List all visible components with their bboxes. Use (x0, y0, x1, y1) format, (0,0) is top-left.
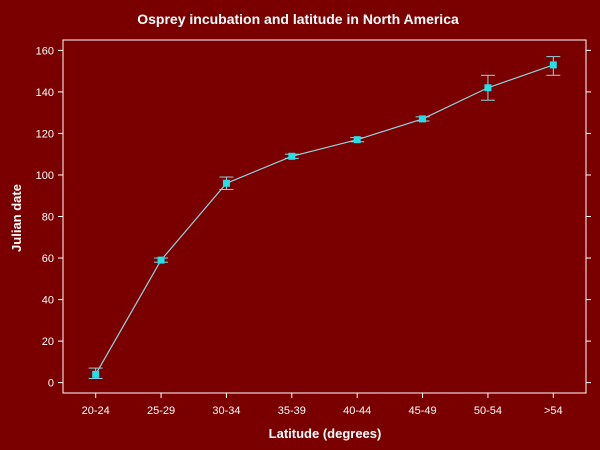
plot-area: 0 20 40 60 80 100 120 140 160 20-24 25-29 30-34 35-3… (36, 39, 591, 417)
y-tick-label: 60 (42, 253, 54, 265)
y-tick-label: 0 (48, 378, 54, 390)
x-tick-label: >54 (544, 405, 563, 417)
y-tick-label: 160 (36, 45, 54, 57)
y-tick-label: 140 (36, 87, 54, 99)
x-axis-label: Latitude (degrees) (269, 426, 382, 441)
data-point (419, 115, 427, 123)
data-point (549, 61, 557, 69)
y-tick-label: 20 (42, 336, 54, 348)
y-tick-label: 100 (36, 170, 54, 182)
x-tick-label: 30-34 (212, 405, 240, 417)
plot-frame (62, 39, 587, 394)
data-point (157, 256, 165, 264)
x-tick-label: 20-24 (82, 405, 110, 417)
data-point (484, 84, 492, 92)
data-point (353, 136, 361, 144)
x-tick-label: 40-44 (343, 405, 371, 417)
y-axis-label: Julian date (9, 184, 24, 252)
x-tick-label: 35-39 (278, 405, 306, 417)
x-tick-label: 50-54 (474, 405, 502, 417)
y-tick-label: 80 (42, 212, 54, 224)
x-tick-label: 45-49 (408, 405, 436, 417)
series-line (95, 64, 554, 375)
data-point (288, 152, 296, 160)
data-point (92, 370, 100, 378)
x-tick-label: 25-29 (147, 405, 175, 417)
y-tick-label: 120 (36, 128, 54, 140)
data-point (222, 179, 230, 187)
y-tick-label: 40 (42, 295, 54, 307)
chart-title: Osprey incubation and latitude in North … (137, 11, 459, 27)
